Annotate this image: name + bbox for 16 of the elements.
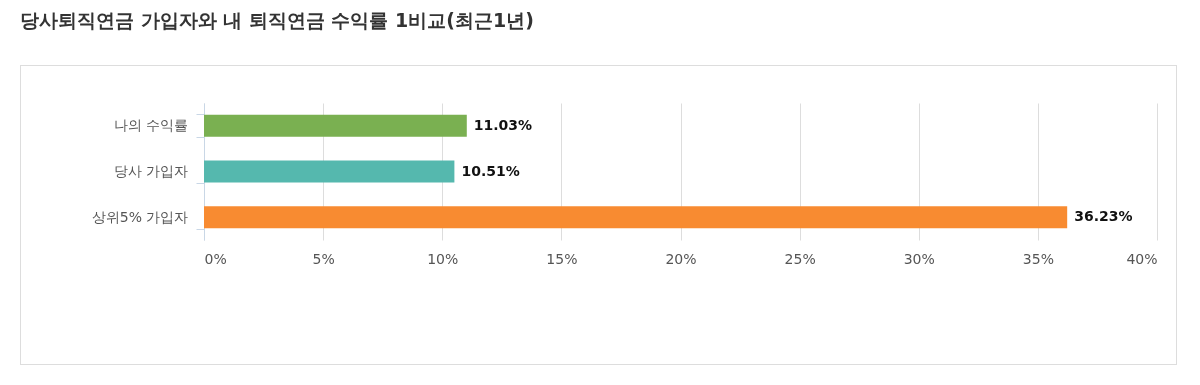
y-tick-label: 나의 수익률 xyxy=(114,117,189,134)
x-tick-label: 40% xyxy=(1126,250,1158,267)
x-tick-label: 0% xyxy=(204,250,227,267)
x-tick-label: 20% xyxy=(665,250,697,267)
chart-title: 당사퇴직연금 가입자와 내 퇴직연금 수익률 1비교(최근1년) xyxy=(20,8,534,33)
x-tick-label: 10% xyxy=(427,250,459,267)
x-tick-label: 35% xyxy=(1022,250,1054,267)
x-tick-label: 5% xyxy=(312,250,335,267)
data-label: 36.23% xyxy=(1074,208,1133,225)
data-label: 11.03% xyxy=(473,116,533,133)
y-tick-label: 상위5% 가입자 xyxy=(91,208,189,225)
x-tick-label: 30% xyxy=(903,250,935,267)
y-tick-label: 당사 가입자 xyxy=(114,163,189,179)
data-label: 10.51% xyxy=(461,162,520,179)
x-tick-label: 15% xyxy=(546,250,578,267)
x-tick-label: 25% xyxy=(784,250,816,267)
